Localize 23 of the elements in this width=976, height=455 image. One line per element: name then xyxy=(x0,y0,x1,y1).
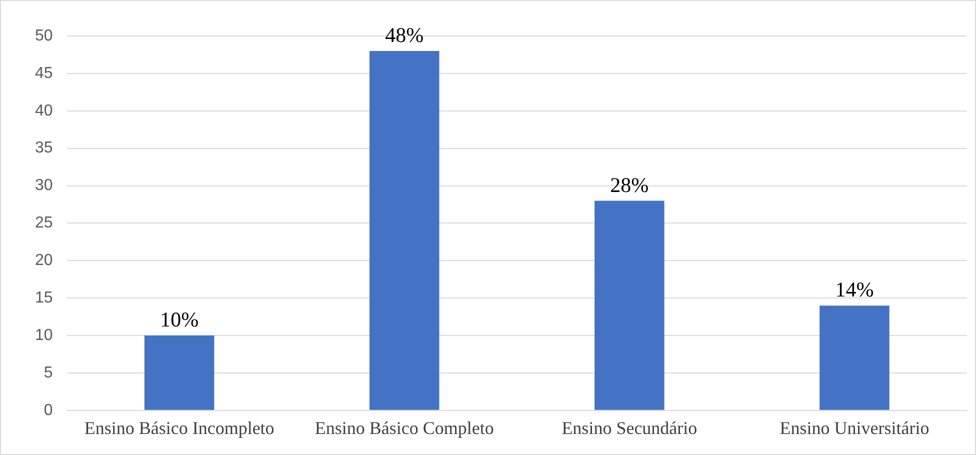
data-label: 28% xyxy=(610,172,649,197)
data-label: 48% xyxy=(385,22,424,47)
y-tick-label: 10 xyxy=(35,326,53,344)
y-tick-label: 45 xyxy=(35,64,53,82)
y-tick-label: 15 xyxy=(35,289,53,306)
y-tick-label: 35 xyxy=(35,140,53,157)
y-tick-label: 25 xyxy=(35,214,53,232)
bar xyxy=(144,336,214,410)
y-tick-label: 30 xyxy=(35,177,53,194)
y-tick-label: 50 xyxy=(35,27,53,44)
x-tick-label: Ensino Secundário xyxy=(562,418,698,438)
y-tick-label: 5 xyxy=(44,364,53,382)
bar xyxy=(820,306,890,410)
bar xyxy=(369,50,440,410)
y-tick-label: 20 xyxy=(35,252,53,270)
data-label: 10% xyxy=(160,308,199,332)
data-label: 14% xyxy=(835,278,874,302)
x-tick-label: Ensino Básico Completo xyxy=(314,418,494,438)
bar xyxy=(594,200,664,410)
y-tick-label: 40 xyxy=(35,102,53,120)
x-tick-label: Ensino Básico Incompleto xyxy=(84,418,274,438)
y-tick-label: 0 xyxy=(44,402,53,419)
x-tick-label: Ensino Universitário xyxy=(780,418,930,438)
